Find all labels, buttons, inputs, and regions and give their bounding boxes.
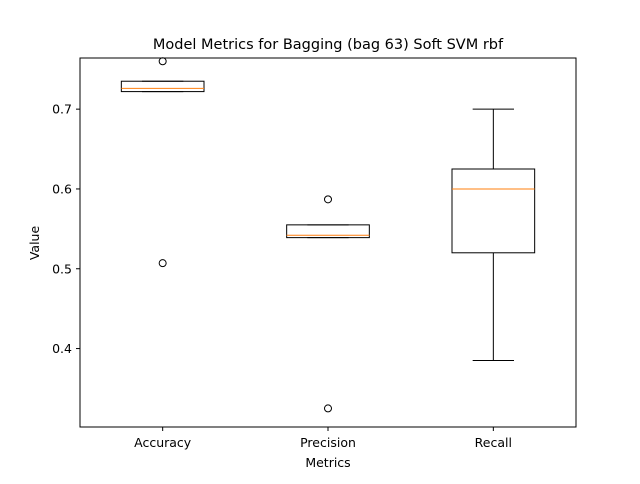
outlier-point — [324, 404, 332, 413]
box-iqr — [451, 168, 536, 254]
axes-frame — [79, 57, 577, 428]
box-iqr — [120, 80, 205, 93]
box-iqr — [286, 224, 370, 239]
outlier-point — [158, 259, 167, 268]
outlier-point — [324, 195, 332, 204]
y-axis-label: Value — [27, 226, 42, 261]
y-tick-label: 0.4 — [52, 341, 72, 356]
y-tick-label: 0.6 — [52, 181, 72, 196]
x-axis-label: Metrics — [305, 455, 350, 470]
x-tick-label: Accuracy — [134, 435, 192, 450]
plot-area: 0.4 0.5 0.6 0.7 Accuracy Precision Recall — [52, 57, 536, 450]
y-tick-label: 0.5 — [52, 261, 72, 276]
y-tick-label: 0.7 — [52, 102, 72, 117]
x-tick-label: Recall — [475, 435, 512, 450]
chart-title: Model Metrics for Bagging (bag 63) Soft … — [153, 37, 504, 53]
x-tick-label: Precision — [300, 435, 356, 450]
